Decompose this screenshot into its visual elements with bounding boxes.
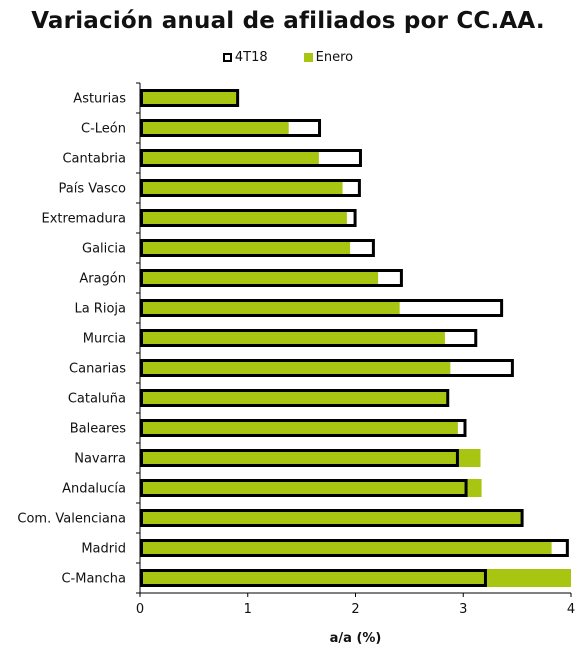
x-tick-label: 2	[351, 602, 359, 617]
legend-label-enero: Enero	[315, 50, 354, 65]
category-label: Asturias	[73, 92, 126, 107]
bar-4t18	[140, 149, 362, 167]
legend-label-4t18: 4T18	[234, 50, 268, 65]
bar-4t18	[140, 299, 504, 317]
category-label: La Rioja	[74, 302, 126, 317]
bar-enero	[140, 449, 481, 467]
bar-enero	[140, 209, 347, 227]
category-label: Madrid	[81, 542, 126, 557]
bar-enero	[140, 419, 458, 437]
x-tick-label: 0	[136, 602, 144, 617]
bar-4t18	[140, 479, 468, 497]
bar-4t18	[140, 419, 467, 437]
category-label: Aragón	[79, 272, 126, 287]
category-label: C-León	[81, 122, 126, 137]
bar-4t18	[140, 569, 487, 587]
bar-4t18	[140, 239, 375, 257]
category-label: Navarra	[74, 452, 126, 467]
bar-enero	[140, 509, 523, 527]
category-label: Murcia	[83, 332, 126, 347]
bar-enero	[140, 299, 400, 317]
bar-4t18	[140, 359, 514, 377]
bar-enero	[140, 179, 343, 197]
bar-enero	[140, 119, 289, 137]
bar-enero	[140, 359, 451, 377]
bar-enero	[140, 329, 445, 347]
bar-enero	[140, 269, 379, 287]
bar-4t18	[140, 89, 240, 107]
legend-item-4t18: 4T18	[222, 50, 268, 65]
category-label: Canarias	[69, 362, 126, 377]
bar-4t18	[140, 329, 478, 347]
x-tick-label: 4	[567, 602, 575, 617]
bar-4t18	[140, 209, 357, 227]
category-label: Extremadura	[42, 212, 127, 227]
bar-4t18	[140, 509, 524, 527]
legend-swatch-fill	[303, 53, 313, 62]
legend-swatch-outline	[222, 53, 232, 62]
chart-title: Variación anual de afiliados por CC.AA.	[31, 8, 545, 34]
legend: 4T18 Enero	[0, 50, 576, 65]
bar-4t18	[140, 179, 361, 197]
x-axis-title: a/a (%)	[330, 631, 382, 646]
bar-4t18	[140, 119, 322, 137]
category-label: Andalucía	[62, 482, 126, 497]
bar-enero	[140, 239, 351, 257]
bar-enero	[140, 569, 571, 587]
bar-4t18	[140, 449, 459, 467]
legend-item-enero: Enero	[303, 50, 354, 65]
category-label: Cataluña	[68, 392, 126, 407]
category-label: Baleares	[70, 422, 127, 437]
category-label: C-Mancha	[61, 572, 126, 587]
bar-4t18	[140, 389, 450, 407]
bar-enero	[140, 89, 237, 107]
bar-enero	[140, 149, 319, 167]
category-label: Galicia	[82, 242, 126, 257]
bar-enero	[140, 539, 552, 557]
x-tick-label: 1	[244, 602, 252, 617]
bar-enero	[140, 389, 448, 407]
category-label: País Vasco	[59, 182, 127, 197]
bar-4t18	[140, 269, 403, 287]
category-label: Cantabria	[62, 152, 126, 167]
bar-enero	[140, 479, 482, 497]
bar-4t18	[140, 539, 569, 557]
x-tick-label: 3	[459, 602, 467, 617]
category-label: Com. Valenciana	[17, 512, 126, 527]
